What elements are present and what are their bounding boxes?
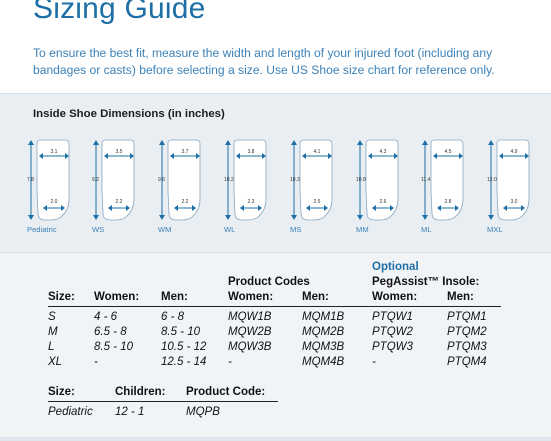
row-product-men: MQM2B — [302, 326, 345, 338]
dimensions-title: Inside Shoe Dimensions (in inches) — [33, 108, 225, 120]
bottom-width-label: 2.2 — [182, 199, 189, 205]
bottom-strip — [0, 437, 551, 441]
shoe-size-label: WS — [92, 225, 105, 234]
top-width-label: 4.3 — [380, 149, 387, 155]
top-width-label: 4.1 — [314, 149, 321, 155]
shoe-diagram: 4.3 2.6 10.8 MM — [356, 139, 400, 234]
shoe-diagram: 4.1 2.5 10.3 MS — [290, 139, 334, 234]
length-label: 7.8 — [27, 177, 34, 183]
shoe-diagram: 3.7 2.2 9.6 WM — [158, 139, 202, 234]
page-title: Sizing Guide — [33, 0, 206, 25]
shoe-diagram: 3.1 2.0 7.8 Pediatric — [27, 139, 71, 234]
shoe-diagram: 4.9 3.0 12.0 MXL — [487, 139, 531, 234]
bottom-width-label: 2.5 — [314, 199, 321, 205]
row-insole-women: PTQW1 — [372, 311, 413, 323]
length-label: 9.2 — [92, 177, 99, 183]
shoe-outline-icon: 3.5 2.2 9.2 — [92, 139, 135, 221]
header-product-women: Women: — [228, 291, 274, 303]
length-label: 10.8 — [356, 177, 366, 183]
shoe-size-label: MM — [356, 225, 369, 234]
row-size: S — [48, 311, 56, 323]
top-width-label: 4.9 — [511, 149, 518, 155]
row-women-size: 6.5 - 8 — [94, 326, 127, 338]
row-product-men: MQM1B — [302, 311, 345, 323]
shoe-outline-icon: 4.1 2.5 10.3 — [290, 139, 333, 221]
header-women: Women: — [94, 291, 140, 303]
length-label: 12.0 — [487, 177, 497, 183]
row-insole-women: PTQW2 — [372, 326, 413, 338]
bottom-width-label: 2.3 — [248, 199, 255, 205]
top-width-label: 3.8 — [248, 149, 255, 155]
shoe-diagram: 3.8 2.3 10.2 WL — [224, 139, 268, 234]
shoe-outline-icon: 3.7 2.2 9.6 — [158, 139, 201, 221]
product-codes-title: Product Codes — [228, 276, 310, 288]
header-product-men: Men: — [302, 291, 329, 303]
length-label: 10.3 — [290, 177, 300, 183]
header-size: Size: — [48, 291, 75, 303]
ped-header-size: Size: — [48, 386, 75, 398]
shoe-size-label: MS — [290, 225, 302, 234]
ped-code: MQPB — [186, 406, 220, 418]
bottom-width-label: 2.8 — [445, 199, 452, 205]
shoe-size-label: MXL — [487, 225, 503, 234]
shoe-size-label: Pediatric — [27, 225, 57, 234]
ped-children: 12 - 1 — [115, 406, 145, 418]
bottom-width-label: 2.2 — [116, 199, 123, 205]
row-product-men: MQM4B — [302, 356, 345, 368]
row-insole-men: PTQM3 — [447, 341, 487, 353]
header-men: Men: — [161, 291, 188, 303]
row-men-size: 6 - 8 — [161, 311, 185, 323]
top-width-label: 4.5 — [445, 149, 452, 155]
row-men-size: 8.5 - 10 — [161, 326, 200, 338]
row-insole-women: - — [372, 356, 376, 368]
intro-text: To ensure the best fit, measure the widt… — [33, 46, 495, 77]
row-product-women: - — [228, 356, 232, 368]
table-rule — [48, 306, 501, 307]
length-label: 10.2 — [224, 177, 234, 183]
bottom-width-label: 2.0 — [51, 199, 58, 205]
row-size: XL — [48, 356, 63, 368]
ped-rule — [48, 401, 278, 402]
length-label: 11.4 — [421, 177, 431, 183]
row-insole-women: PTQW3 — [372, 341, 413, 353]
row-women-size: - — [94, 356, 98, 368]
shoe-size-label: WM — [158, 225, 172, 234]
bottom-width-label: 2.6 — [380, 199, 387, 205]
shoe-size-label: ML — [421, 225, 432, 234]
row-product-women: MQW3B — [228, 341, 272, 353]
row-size: M — [48, 326, 58, 338]
top-width-label: 3.7 — [182, 149, 189, 155]
row-product-women: MQW2B — [228, 326, 272, 338]
header-section — [0, 0, 551, 93]
shoe-outline-icon: 3.8 2.3 10.2 — [224, 139, 267, 221]
bottom-width-label: 3.0 — [511, 199, 518, 205]
header-insole-men: Men: — [447, 291, 474, 303]
row-product-women: MQW1B — [228, 311, 272, 323]
row-size: L — [48, 341, 55, 353]
row-men-size: 12.5 - 14 — [161, 356, 207, 368]
row-women-size: 8.5 - 10 — [94, 341, 133, 353]
row-insole-men: PTQM2 — [447, 326, 487, 338]
row-product-men: MQM3B — [302, 341, 345, 353]
ped-header-code: Product Code: — [186, 386, 266, 398]
length-label: 9.6 — [158, 177, 165, 183]
optional-label: Optional — [372, 261, 419, 273]
shoe-size-label: WL — [224, 225, 236, 234]
header-insole-women: Women: — [372, 291, 418, 303]
shoe-diagram: 4.5 2.8 11.4 ML — [421, 139, 465, 234]
shoe-diagram: 3.5 2.2 9.2 WS — [92, 139, 136, 234]
shoe-outline-icon: 3.1 2.0 7.8 — [27, 139, 70, 221]
shoe-outline-icon: 4.5 2.8 11.4 — [421, 139, 464, 221]
top-width-label: 3.5 — [116, 149, 123, 155]
insole-title: PegAssist™ Insole: — [372, 276, 480, 288]
top-width-label: 3.1 — [51, 149, 58, 155]
row-men-size: 10.5 - 12 — [161, 341, 207, 353]
row-insole-men: PTQM4 — [447, 356, 487, 368]
shoe-outline-icon: 4.3 2.6 10.8 — [356, 139, 399, 221]
ped-header-children: Children: — [115, 386, 166, 398]
shoe-outline-icon: 4.9 3.0 12.0 — [487, 139, 530, 221]
row-insole-men: PTQM1 — [447, 311, 487, 323]
ped-size: Pediatric — [48, 406, 93, 418]
row-women-size: 4 - 6 — [94, 311, 118, 323]
